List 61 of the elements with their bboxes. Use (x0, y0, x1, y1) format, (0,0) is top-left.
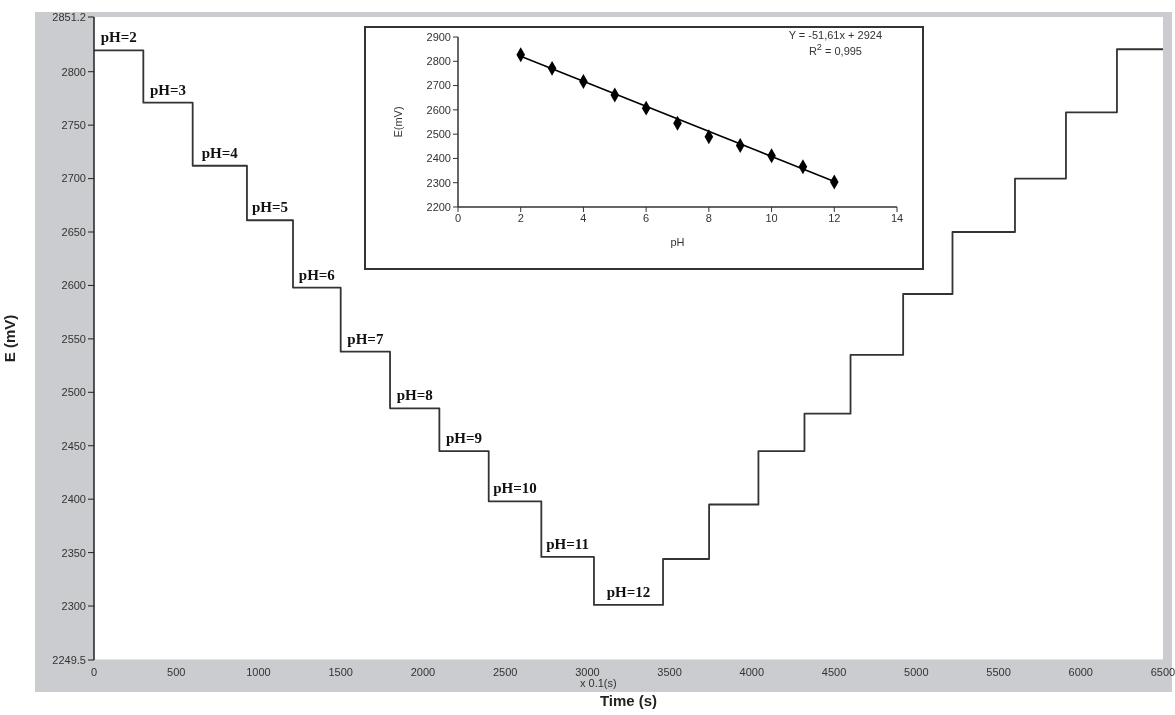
y-tick-label: 2600 (61, 279, 86, 292)
y-tick-label: 2550 (61, 332, 86, 345)
y-tick-label: 2500 (426, 128, 451, 141)
annotation: pH=10 (493, 480, 537, 497)
annotation: pH=2 (100, 29, 137, 46)
y-tick-label: 2700 (426, 79, 451, 92)
y-tick-label: 2900 (426, 30, 451, 43)
y-tick-label: 2300 (426, 176, 451, 189)
y-axis-title: E(mV) (391, 106, 404, 138)
y-tick-label: 2249.5 (52, 653, 86, 666)
x-tick-label: 5500 (986, 665, 1011, 678)
x-tick-label: 4500 (821, 665, 847, 678)
x-tick-label: 4000 (739, 665, 765, 678)
annotation: pH=4 (201, 144, 239, 161)
annotation: pH=5 (251, 199, 289, 216)
annotation: R$^{2}$ = 0,995 (807, 41, 863, 57)
x-axis-title: pH (670, 236, 685, 248)
x-tick-label: 3500 (657, 665, 682, 678)
annotation: pH=7 (347, 330, 384, 347)
annotation: pH=3 (149, 81, 187, 98)
x-tick-label: 2 (517, 211, 524, 224)
annotation: Y = -51,61x + 2924 (788, 29, 882, 41)
x-tick-label: 3000 (575, 665, 600, 678)
y-tick-label: 2600 (426, 103, 451, 116)
annotation: pH=8 (396, 387, 433, 404)
x-tick-label: 6 (643, 211, 650, 224)
annotation: pH=12 (606, 583, 651, 600)
x-tick-label: 10 (765, 211, 778, 224)
y-tick-label: 2800 (426, 55, 451, 68)
y-tick-label: 2350 (61, 546, 86, 559)
x-tick-label: 4 (580, 211, 587, 224)
y-tick-label: 2800 (61, 65, 86, 78)
x-tick-label: 6500 (1150, 665, 1175, 678)
y-tick-label: 2400 (426, 152, 451, 165)
y-tick-label: 2500 (61, 386, 86, 399)
x-tick-label: 0 (90, 665, 98, 678)
annotation: pH=11 (546, 535, 590, 552)
y-tick-label: 2300 (61, 599, 86, 612)
x-tick-label: 2000 (410, 665, 436, 678)
x-tick-label: 8 (705, 211, 712, 224)
text: x 0.1(s) (580, 677, 617, 689)
x-tick-label: 14 (890, 211, 904, 224)
x-tick-label: 1000 (246, 665, 271, 678)
x-tick-label: 12 (828, 211, 841, 224)
annotation: pH=6 (298, 266, 336, 283)
x-axis-title: Time (s) (599, 692, 658, 709)
x-tick-label: 500 (167, 665, 186, 678)
y-tick-label: 2200 (426, 200, 451, 213)
y-tick-label: 2650 (61, 225, 86, 238)
x-tick-label: 6000 (1068, 665, 1094, 678)
y-tick-label: 2450 (61, 439, 86, 452)
x-tick-label: 5000 (904, 665, 929, 678)
y-tick-label: 2400 (61, 493, 86, 506)
y-tick-label: 2750 (61, 119, 86, 132)
y-tick-label: 2851.2 (52, 10, 86, 23)
x-tick-label: 0 (454, 211, 462, 224)
y-tick-label: 2700 (61, 172, 86, 185)
annotation: pH=9 (446, 430, 483, 447)
x-tick-label: 1500 (328, 665, 353, 678)
x-tick-label: 2500 (492, 665, 518, 678)
y-axis-title: E (mV) (1, 314, 19, 363)
